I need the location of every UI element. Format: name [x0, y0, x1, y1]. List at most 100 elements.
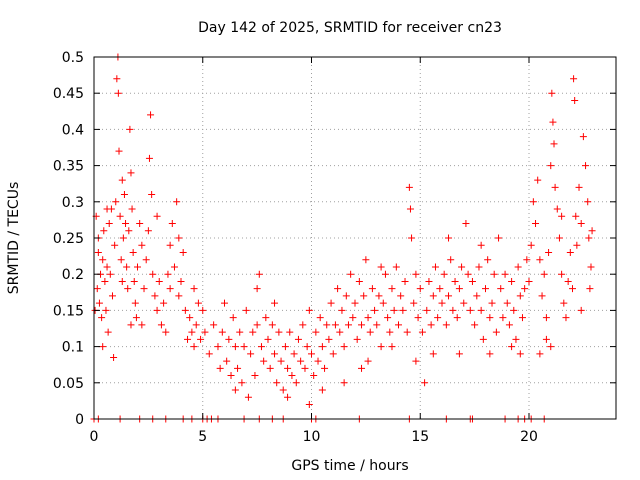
- data-point: [418, 328, 426, 336]
- data-point: [210, 321, 218, 329]
- data-point: [104, 328, 112, 336]
- data-point: [106, 270, 114, 278]
- data-point: [490, 270, 498, 278]
- y-axis-label: SRMTID / TECUs: [6, 182, 22, 295]
- data-point: [508, 277, 516, 285]
- data-point: [336, 328, 344, 336]
- data-point: [231, 386, 239, 394]
- data-point: [431, 263, 439, 271]
- data-point: [477, 241, 485, 249]
- data-point: [442, 321, 450, 329]
- data-point: [314, 357, 322, 365]
- data-point: [281, 343, 289, 351]
- data-point: [358, 364, 366, 372]
- data-point: [464, 270, 472, 278]
- data-point: [427, 321, 435, 329]
- data-point: [99, 256, 107, 264]
- data-point: [410, 299, 418, 307]
- data-point: [570, 75, 578, 83]
- data-point: [310, 372, 318, 380]
- data-point: [100, 227, 108, 235]
- data-point: [377, 343, 385, 351]
- data-point: [331, 321, 339, 329]
- data-point: [582, 162, 590, 170]
- data-point: [355, 277, 363, 285]
- data-point: [536, 350, 544, 358]
- data-point: [126, 125, 134, 133]
- data-point: [466, 306, 474, 314]
- data-point: [170, 263, 178, 271]
- data-point: [547, 162, 555, 170]
- data-point: [458, 263, 466, 271]
- data-point: [340, 379, 348, 387]
- data-point: [205, 350, 213, 358]
- x-tick-label: 5: [198, 429, 207, 445]
- data-point: [523, 256, 531, 264]
- y-tick-label: 0.05: [53, 376, 84, 392]
- data-point: [364, 357, 372, 365]
- data-point: [462, 220, 470, 228]
- data-point: [99, 343, 107, 351]
- data-point: [327, 299, 335, 307]
- data-point: [338, 306, 346, 314]
- data-point: [406, 205, 414, 213]
- data-point: [471, 321, 479, 329]
- data-point: [284, 393, 292, 401]
- data-point: [103, 263, 111, 271]
- data-point: [216, 364, 224, 372]
- y-tick-label: 0.4: [62, 122, 84, 138]
- data-point: [145, 154, 153, 162]
- data-point: [251, 372, 259, 380]
- data-point: [512, 335, 520, 343]
- data-point: [218, 328, 226, 336]
- data-point: [329, 350, 337, 358]
- data-point: [577, 306, 585, 314]
- data-point: [375, 292, 383, 300]
- data-point: [113, 75, 121, 83]
- data-point: [190, 343, 198, 351]
- data-point: [508, 343, 516, 351]
- data-point: [542, 335, 550, 343]
- data-point: [536, 256, 544, 264]
- data-point: [253, 285, 261, 293]
- y-tick-label: 0.15: [53, 303, 84, 319]
- data-point: [362, 256, 370, 264]
- data-point: [199, 306, 207, 314]
- data-point: [434, 314, 442, 322]
- data-point: [93, 285, 101, 293]
- data-point: [95, 299, 103, 307]
- data-point: [538, 292, 546, 300]
- chart-title: Day 142 of 2025, SRMTID for receiver cn2…: [198, 20, 502, 36]
- data-point: [188, 328, 196, 336]
- data-point: [98, 314, 106, 322]
- data-point: [277, 357, 285, 365]
- data-point: [445, 234, 453, 242]
- data-point: [284, 364, 292, 372]
- data-point: [547, 343, 555, 351]
- data-point: [149, 270, 157, 278]
- data-point: [164, 270, 172, 278]
- data-point: [214, 343, 222, 351]
- y-tick-label: 0.35: [53, 159, 84, 175]
- data-point: [127, 169, 135, 177]
- data-point: [399, 306, 407, 314]
- data-point: [534, 176, 542, 184]
- data-point: [247, 350, 255, 358]
- data-point: [192, 321, 200, 329]
- data-point: [290, 350, 298, 358]
- data-point: [562, 314, 570, 322]
- x-tick-label: 10: [303, 429, 321, 445]
- data-point: [571, 96, 579, 104]
- data-point: [569, 285, 576, 293]
- data-point: [160, 299, 168, 307]
- data-point: [190, 285, 198, 293]
- data-point: [118, 176, 126, 184]
- data-point: [119, 234, 127, 242]
- data-point: [477, 306, 485, 314]
- data-point: [455, 285, 463, 293]
- data-point: [238, 379, 246, 387]
- data-point: [242, 306, 250, 314]
- data-point: [484, 256, 492, 264]
- y-axis: 0 0.05 0.1 0.15 0.2 0.25 0.3 0.35 0.4 0.45 0.5: [53, 50, 616, 428]
- data-point: [257, 343, 265, 351]
